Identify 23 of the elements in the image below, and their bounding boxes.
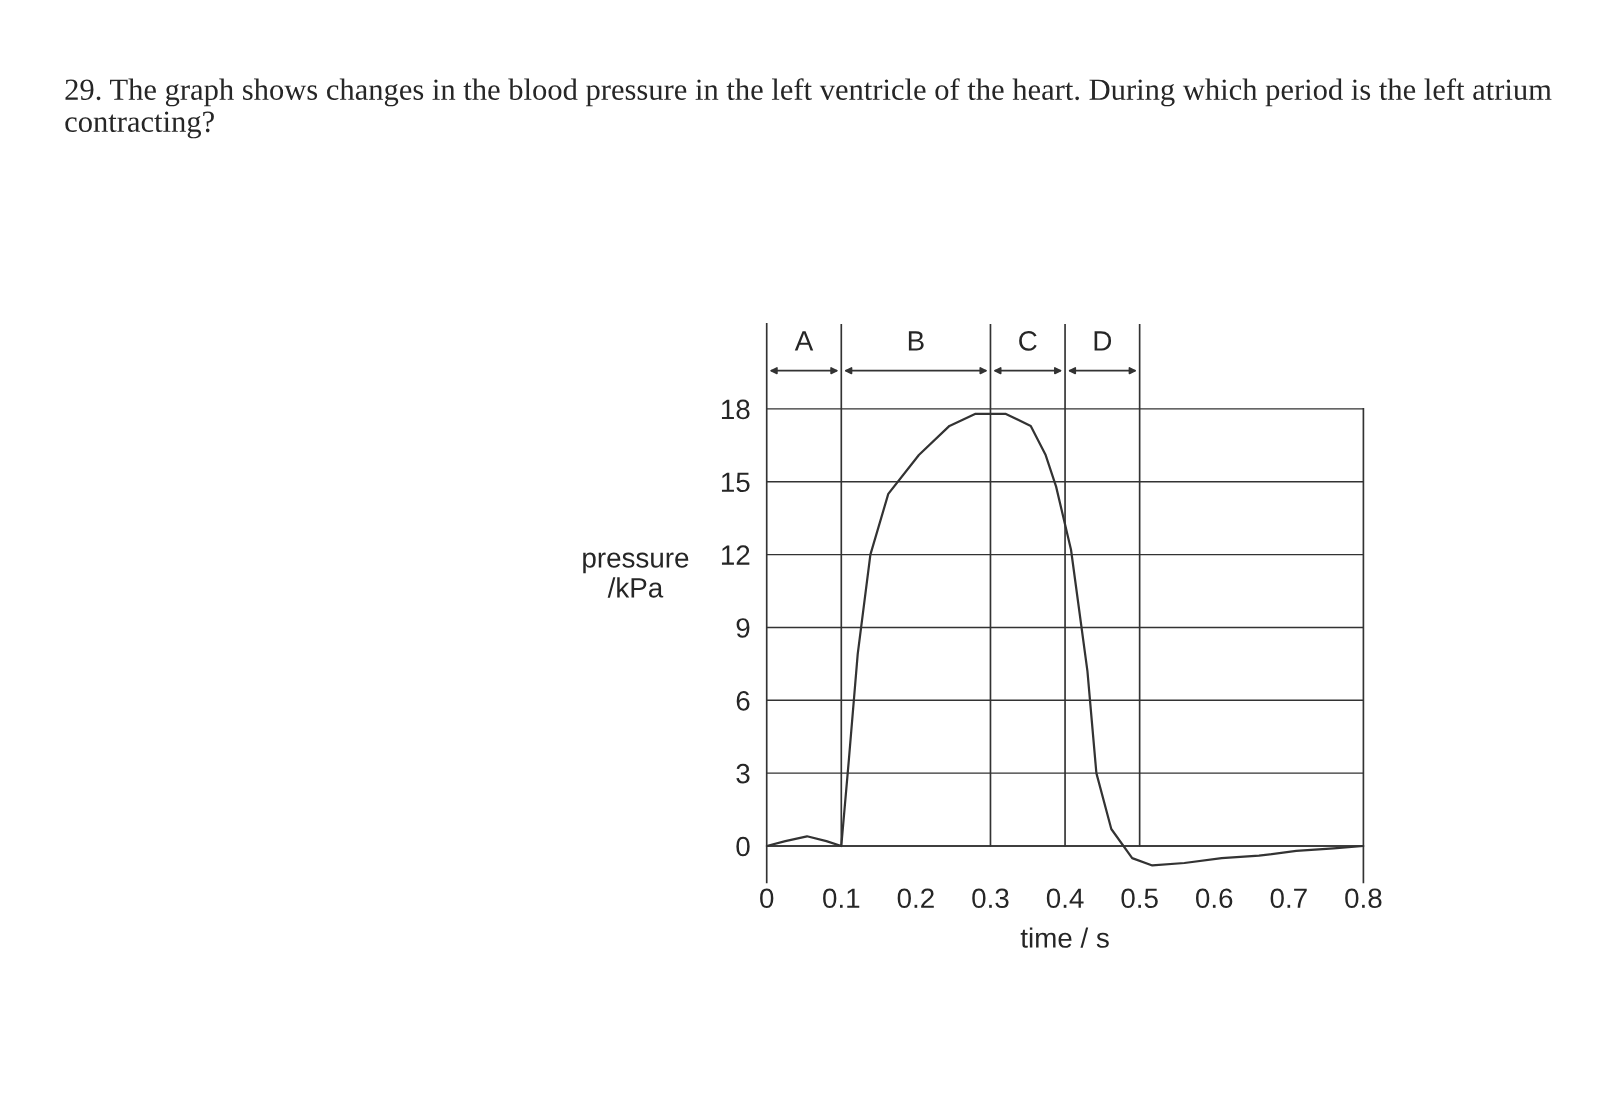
y-tick-label: 3 xyxy=(736,763,750,784)
x-tick-label: 0.6 xyxy=(1196,888,1233,909)
y-tick-label: 12 xyxy=(721,545,750,565)
x-tick-label: 0 xyxy=(760,888,774,909)
x-tick-label: 0.3 xyxy=(972,888,1009,909)
y-tick-label: 15 xyxy=(721,472,750,493)
x-tick-label: 0.2 xyxy=(897,888,934,909)
x-tick-label: 0.5 xyxy=(1121,888,1158,909)
x-tick-label: 0.7 xyxy=(1270,888,1307,909)
y-tick-label: 6 xyxy=(736,690,750,711)
annotation: D xyxy=(1094,331,1112,351)
y-tick-label: 18 xyxy=(721,399,750,420)
x-tick-label: 0.1 xyxy=(823,888,860,909)
x-tick-label: 0.8 xyxy=(1345,888,1382,909)
x-axis-title: time / s xyxy=(1020,927,1109,948)
annotation: A xyxy=(794,331,814,351)
annotation: C xyxy=(1019,331,1037,351)
chart-title: 29. The graph shows changes in the blood pressure in the left ventricle of the heart. During which period is the left atrium contracting? xyxy=(65,78,1552,139)
x-tick-label: 0.4 xyxy=(1046,888,1084,909)
y-axis-title: pressure /kPa xyxy=(583,552,689,598)
y-tick-label: 0 xyxy=(736,836,750,857)
annotation: B xyxy=(908,331,924,351)
y-tick-label: 9 xyxy=(736,618,750,638)
